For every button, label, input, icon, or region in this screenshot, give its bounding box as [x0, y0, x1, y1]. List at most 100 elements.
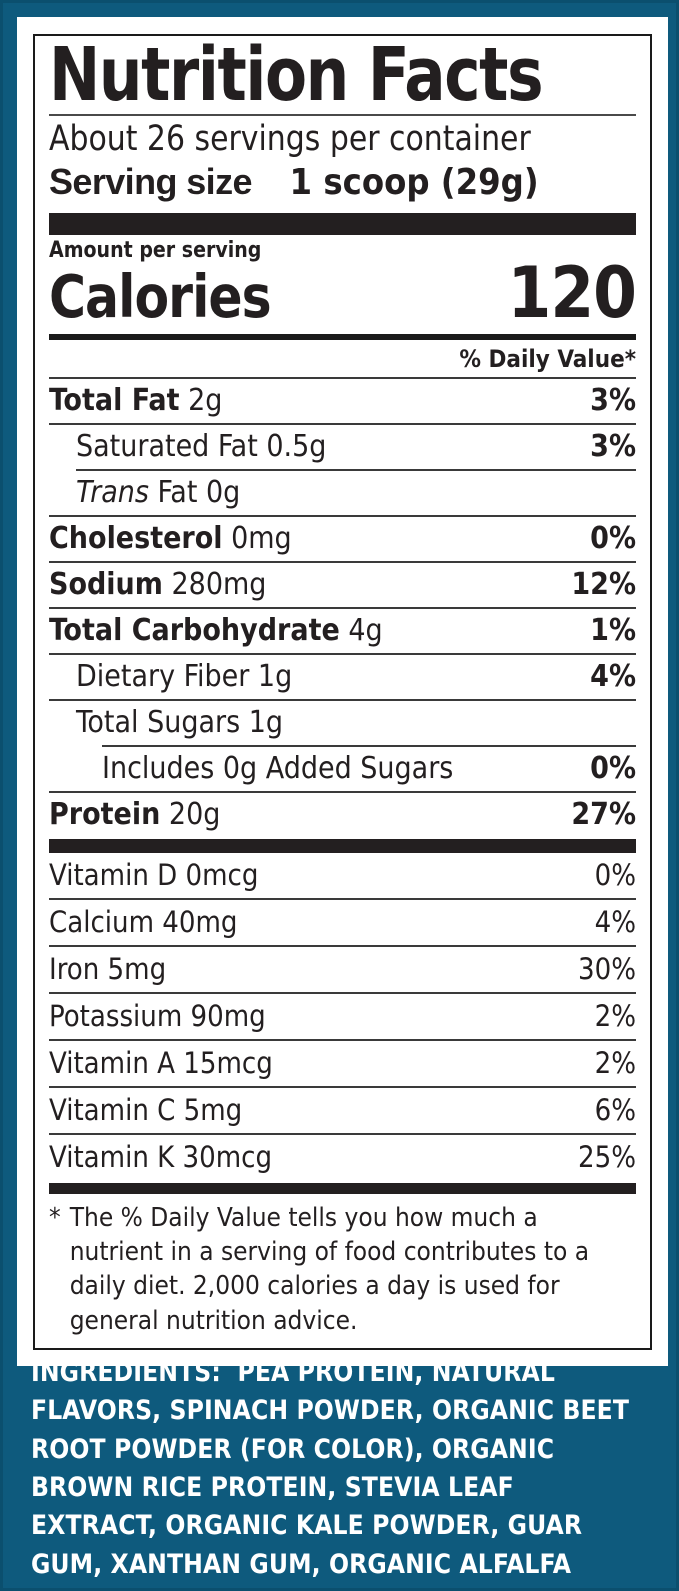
- nutrient-name: Total Carbohydrate 4g: [49, 612, 383, 648]
- serving-size-label: Serving size: [49, 161, 253, 203]
- vitamin-row: Vitamin D 0mcg 0%: [49, 853, 636, 898]
- nutrient-name: Total Fat 2g: [49, 382, 223, 418]
- nutrient-label: Protein: [49, 796, 161, 832]
- ingredients-heading: INGREDIENTS:: [31, 1357, 221, 1388]
- nutrient-row: Protein 20g 27%: [49, 793, 636, 837]
- nutrition-facts-panel: Nutrition Facts About 26 servings per co…: [17, 17, 668, 1366]
- title-divider: [49, 113, 636, 116]
- nutrient-amount: 1g: [257, 658, 293, 694]
- nutrient-label: Includes 0g Added Sugars: [102, 750, 454, 786]
- nutrient-list: Total Fat 2g 3% Saturated Fat 0.5g 3% Trans …: [49, 379, 636, 837]
- nutrient-amount: Fat 0g: [157, 474, 241, 510]
- daily-value-divider: [49, 376, 636, 379]
- nutrient-name: Dietary Fiber 1g: [76, 658, 293, 694]
- nutrient-daily-value: 27%: [571, 796, 636, 832]
- footnote-text: The % Daily Value tells you how much a n…: [69, 1202, 590, 1336]
- nutrient-row: Total Sugars 1g: [49, 701, 636, 745]
- nutrient-row: Dietary Fiber 1g 4%: [49, 655, 636, 699]
- nutrient-label: Total Sugars: [76, 704, 241, 740]
- nutrient-amount: 0.5g: [266, 428, 327, 464]
- vitamins-separator-bar: [49, 838, 636, 853]
- nutrient-row-divider: [76, 468, 636, 471]
- vitamin-row: Calcium 40mg 4%: [49, 900, 636, 945]
- nutrient-row: Total Carbohydrate 4g 1%: [49, 609, 636, 653]
- nutrient-daily-value: 3%: [590, 382, 636, 418]
- nutrient-label: Total Carbohydrate: [49, 612, 340, 648]
- nutrient-name: Sodium 280mg: [49, 566, 267, 602]
- nutrient-name: Protein 20g: [49, 796, 221, 832]
- nutrient-row-divider: [49, 560, 636, 563]
- nutrient-amount: 20g: [168, 796, 221, 832]
- nutrient-daily-value: 1%: [590, 612, 636, 648]
- vitamin-label: Vitamin A 15mcg: [49, 1045, 273, 1080]
- nutrient-label: Cholesterol: [49, 520, 223, 556]
- nutrient-name: Saturated Fat 0.5g: [76, 428, 327, 464]
- nutrient-amount: 0mg: [231, 520, 292, 556]
- vitamin-daily-value: 6%: [594, 1092, 636, 1127]
- nutrient-daily-value: 0%: [590, 750, 636, 786]
- serving-size-amount: 1 scoop (29g): [289, 162, 539, 204]
- footnote-marker: *: [49, 1202, 61, 1233]
- nutrient-label: Saturated Fat: [76, 428, 258, 464]
- vitamin-row-divider: [49, 991, 636, 994]
- vitamin-label: Vitamin C 5mg: [49, 1092, 243, 1127]
- nutrient-row-divider: [49, 790, 636, 793]
- nutrient-row-divider: [49, 652, 636, 655]
- vitamin-row-divider: [49, 1085, 636, 1088]
- nutrient-name: Total Sugars 1g: [76, 704, 283, 740]
- nutrient-row: Cholesterol 0mg 0%: [49, 517, 636, 561]
- servings-per-container: About 26 servings per container: [49, 118, 531, 159]
- vitamin-label: Vitamin D 0mcg: [49, 857, 259, 892]
- nutrient-label: Dietary Fiber: [76, 658, 250, 694]
- serving-size-row: Serving size 1 scoop (29g): [49, 160, 636, 204]
- nutrient-daily-value: 4%: [590, 658, 636, 694]
- nutrient-row: Sodium 280mg 12%: [49, 563, 636, 607]
- nutrient-row: Includes 0g Added Sugars 0%: [49, 747, 636, 791]
- nutrient-amount: 280mg: [171, 566, 267, 602]
- footnote-separator-bar: [49, 1182, 636, 1194]
- calories-value: 120: [507, 251, 637, 334]
- serving-size-separator-bar: [49, 212, 636, 235]
- vitamin-row: Potassium 90mg 2%: [49, 994, 636, 1039]
- vitamin-label: Potassium 90mg: [49, 998, 266, 1033]
- ingredients-block: INGREDIENTS: PEA PROTEIN, NATURAL FLAVOR…: [31, 1354, 635, 1588]
- vitamin-row-divider: [49, 1132, 636, 1135]
- vitamin-row-divider: [49, 944, 636, 947]
- calories-label: Calories: [49, 261, 272, 331]
- calories-row: Calories 120: [49, 251, 637, 334]
- nutrient-amount: 2g: [188, 382, 223, 418]
- vitamin-label: Calcium 40mg: [49, 904, 238, 939]
- calories-separator-bar: [49, 333, 636, 340]
- nutrient-row-divider: [49, 698, 636, 701]
- nutrient-row-divider: [102, 744, 636, 747]
- nutrient-label: Total Fat: [49, 382, 180, 418]
- page-title: Nutrition Facts: [49, 32, 544, 118]
- nutrient-row-divider: [49, 606, 636, 609]
- daily-value-footnote: * The % Daily Value tells you how much a…: [49, 1194, 636, 1338]
- vitamin-label: Vitamin K 30mcg: [49, 1139, 273, 1174]
- nutrient-row: Saturated Fat 0.5g 3%: [49, 425, 636, 469]
- nutrient-daily-value: 0%: [590, 520, 636, 556]
- nutrient-daily-value: 3%: [590, 428, 636, 464]
- nutrient-row-divider: [49, 514, 636, 517]
- vitamin-daily-value: 25%: [578, 1139, 636, 1174]
- vitamin-row: Vitamin C 5mg 6%: [49, 1088, 636, 1133]
- vitamin-daily-value: 2%: [594, 998, 636, 1033]
- vitamin-row: Iron 5mg 30%: [49, 947, 636, 992]
- nutrient-amount: 4g: [348, 612, 383, 648]
- amount-per-serving-label: Amount per serving: [49, 237, 262, 263]
- nutrient-label: Sodium: [49, 566, 163, 602]
- daily-value-header: % Daily Value*: [459, 344, 636, 373]
- nutrient-name: Includes 0g Added Sugars: [102, 750, 454, 786]
- vitamin-row-divider: [49, 897, 636, 900]
- nutrient-daily-value: 12%: [571, 566, 636, 602]
- vitamin-daily-value: 30%: [578, 951, 636, 986]
- nutrient-label: Trans: [76, 474, 149, 510]
- vitamin-row-divider: [49, 1038, 636, 1041]
- vitamin-daily-value: 4%: [594, 904, 636, 939]
- vitamin-list: Vitamin D 0mcg 0% Calcium 40mg 4% Iron 5mg 30…: [49, 853, 636, 1180]
- vitamin-row: Vitamin K 30mcg 25%: [49, 1135, 636, 1180]
- nutrient-name: Cholesterol 0mg: [49, 520, 292, 556]
- ingredients-text: PEA PROTEIN, NATURAL FLAVORS, SPINACH PO…: [31, 1357, 630, 1588]
